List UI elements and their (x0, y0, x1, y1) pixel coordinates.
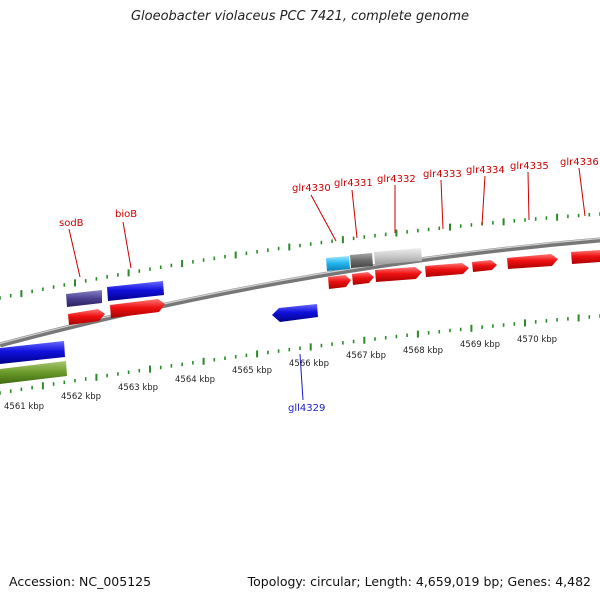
inner-tick-marks (0, 314, 600, 395)
gene-arrow[interactable] (472, 260, 497, 272)
gene-arrow[interactable] (507, 254, 558, 269)
gene-arrow[interactable] (328, 275, 351, 289)
genome-summary: Topology: circular; Length: 4,659,019 bp… (247, 574, 591, 589)
scale-label: 4567 kbp (346, 351, 386, 361)
gene-arrow[interactable] (110, 299, 165, 318)
label-leaders (68, 167, 586, 278)
forward-genes-lower (68, 250, 600, 325)
gene-block-reverse[interactable] (0, 341, 65, 364)
gene-arrow[interactable] (352, 272, 374, 285)
scale-label: 4566 kbp (289, 359, 329, 369)
gene-label[interactable]: glr4331 (334, 178, 373, 189)
scale-label: 4568 kbp (403, 346, 443, 356)
gene-arrow[interactable] (68, 309, 105, 325)
gene-label[interactable]: glr4334 (466, 165, 505, 176)
accession-label: Accession: NC_005125 (9, 574, 152, 589)
scale-label: 4570 kbp (517, 335, 557, 345)
feature-box[interactable] (66, 290, 102, 307)
map-title: Gloeobacter violaceus PCC 7421, complete… (130, 9, 470, 24)
gene-label[interactable]: glr4333 (423, 169, 462, 180)
scale-label: 4565 kbp (232, 366, 272, 376)
gene-block-reverse[interactable] (0, 361, 67, 384)
scale-label: 4563 kbp (118, 383, 158, 393)
annotation-boxes-upper (66, 248, 422, 307)
scale-label: 4561 kbp (4, 402, 44, 412)
gene-label[interactable]: sodB (59, 218, 84, 229)
outer-tick-marks (0, 212, 600, 300)
scale-label: 4564 kbp (175, 375, 215, 385)
scale-labels: 4561 kbp 4562 kbp 4563 kbp 4564 kbp 4565… (4, 335, 557, 412)
gene-label-reverse[interactable]: gll4329 (288, 403, 325, 414)
gene-arrow[interactable] (425, 263, 469, 277)
genome-backbone (0, 237, 600, 348)
gene-label[interactable]: glr4336 (560, 157, 599, 168)
gene-labels: sodB bioB glr4330 glr4331 glr4332 glr433… (59, 157, 599, 414)
gene-arrow-reverse[interactable] (272, 304, 318, 322)
gene-arrow[interactable] (571, 250, 600, 264)
label-leader-reverse (299, 353, 304, 401)
feature-box[interactable] (326, 256, 350, 271)
scale-label: 4562 kbp (61, 392, 101, 402)
feature-box[interactable] (374, 248, 422, 265)
gene-label[interactable]: glr4335 (510, 161, 549, 172)
feature-box[interactable] (107, 281, 164, 301)
feature-box[interactable] (350, 253, 373, 268)
gene-label[interactable]: glr4332 (377, 174, 416, 185)
gene-arrow[interactable] (375, 267, 422, 282)
gene-label[interactable]: glr4330 (292, 183, 331, 194)
reverse-genes (0, 304, 318, 384)
gene-label[interactable]: bioB (115, 209, 137, 220)
scale-label: 4569 kbp (460, 340, 500, 350)
